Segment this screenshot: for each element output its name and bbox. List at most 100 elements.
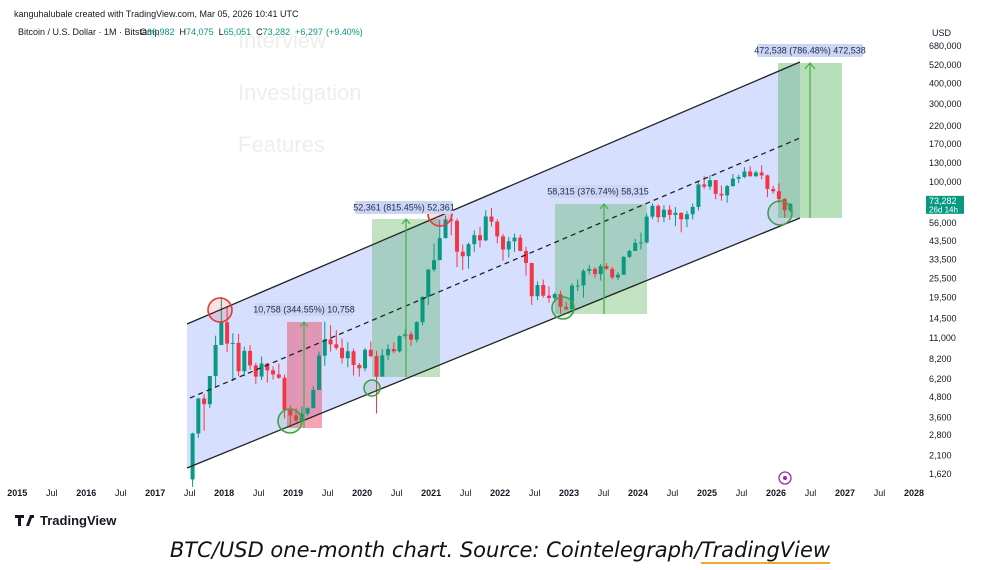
candle-body (667, 209, 672, 215)
candle-body (449, 219, 454, 221)
candle-body (236, 342, 241, 372)
x-tick-label: 2018 (214, 488, 234, 498)
x-tick-label: Jul (460, 488, 472, 498)
candle-body (196, 398, 201, 434)
candle-body (707, 180, 712, 187)
candle-body (696, 184, 701, 207)
logo[interactable]: TradingView (15, 513, 117, 528)
annotation-box (355, 201, 453, 214)
candle-body (661, 209, 666, 218)
candle-body (322, 339, 327, 356)
x-tick-label: 2024 (628, 488, 648, 498)
y-tick-label: 8,200 (929, 354, 952, 364)
ohlc-key: H (180, 27, 187, 37)
candle-body (253, 365, 258, 377)
ohlc-value: 73,282 (263, 27, 291, 37)
symbol: Bitcoin / U.S. Dollar · 1M · Bitstamp (18, 27, 160, 37)
candle-body (443, 219, 448, 239)
candle-body (391, 348, 396, 352)
y-tick-label: 33,500 (929, 254, 957, 264)
logo-text: TradingView (40, 513, 117, 528)
icon-circle (778, 471, 792, 485)
candle-body (673, 212, 678, 215)
candle-body (702, 184, 707, 187)
candle-body (311, 389, 316, 409)
candle-body (638, 242, 643, 244)
candle-body (386, 348, 391, 356)
candle-body (455, 220, 460, 252)
candle-body (765, 175, 770, 189)
y-tick-label: 56,000 (929, 218, 957, 228)
ohlc-key: O (140, 27, 147, 37)
caption-link[interactable]: TradingView (701, 538, 831, 564)
candle-body (581, 270, 586, 286)
candle-body (294, 415, 299, 421)
arrow (401, 217, 411, 377)
candle-body (420, 296, 425, 323)
y-tick-label: 400,000 (929, 79, 962, 89)
arrows (299, 61, 816, 428)
ohlc-key: C (256, 27, 263, 37)
x-tick-label: 2020 (352, 488, 372, 498)
price-tag-value: 73,282 (929, 196, 957, 206)
candle-body (409, 334, 414, 340)
candle-body (644, 216, 649, 243)
x-tick-label: Jul (805, 488, 817, 498)
candle-body (363, 349, 368, 369)
watermark: Interview Investigation Features (238, 28, 362, 157)
candle-body (684, 214, 689, 220)
candle-body (483, 216, 488, 241)
arrow (299, 320, 309, 428)
candle-body (426, 269, 431, 297)
candle-body (219, 322, 224, 345)
candle-body (552, 294, 557, 299)
candle-body (518, 237, 523, 251)
x-tick-label: Jul (391, 488, 403, 498)
candle-body (506, 241, 511, 250)
caption-text: BTC/USD one-month chart. Source: Cointel… (169, 538, 702, 562)
candle-body (713, 180, 718, 194)
chart: Interview Investigation Features (7, 9, 964, 528)
y-tick-label: 3,600 (929, 412, 952, 422)
candle-body (305, 408, 310, 414)
annotations: 10,758 (344.55%) 10,758 52,361 (815.45%)… (253, 44, 866, 316)
replay-icon[interactable] (778, 471, 792, 485)
candle-body (759, 172, 764, 176)
candle-body (334, 344, 339, 348)
candle-body (546, 295, 551, 299)
candle-body (380, 355, 385, 377)
x-tick-label: 2017 (145, 488, 165, 498)
candle-body (621, 256, 626, 275)
y-tick-label: 43,500 (929, 236, 957, 246)
candle-body (460, 251, 465, 257)
channel-mid (189, 137, 801, 399)
annotation-box (255, 303, 353, 316)
candle-body (340, 347, 345, 359)
x-tick-label: Jul (322, 488, 334, 498)
candle-body (598, 266, 603, 275)
candle-body (690, 206, 695, 215)
candle-body (437, 238, 442, 261)
y-tick-label: 1,620 (929, 469, 952, 479)
candle-body (282, 377, 287, 410)
watermark-text: Interview (238, 28, 326, 53)
x-tick-label: 2027 (835, 488, 855, 498)
candle-body (213, 344, 218, 377)
candle-body (748, 171, 753, 177)
candle-body (627, 250, 632, 257)
y-tick-label: 4,800 (929, 392, 952, 402)
candle-body (472, 235, 477, 245)
candle-body (541, 285, 546, 296)
x-tick-label: Jul (253, 488, 265, 498)
candle-body (489, 216, 494, 222)
candle-body (271, 370, 276, 375)
channel-upper (186, 61, 801, 325)
candle-body (615, 274, 620, 278)
x-tick-label: 2022 (490, 488, 510, 498)
candle-body (587, 268, 592, 271)
watermark-text: Investigation (238, 80, 362, 105)
x-tick-label: Jul (874, 488, 886, 498)
logo-icon (15, 515, 34, 526)
x-tick-label: Jul (598, 488, 610, 498)
y-tick-label: 2,800 (929, 430, 952, 440)
